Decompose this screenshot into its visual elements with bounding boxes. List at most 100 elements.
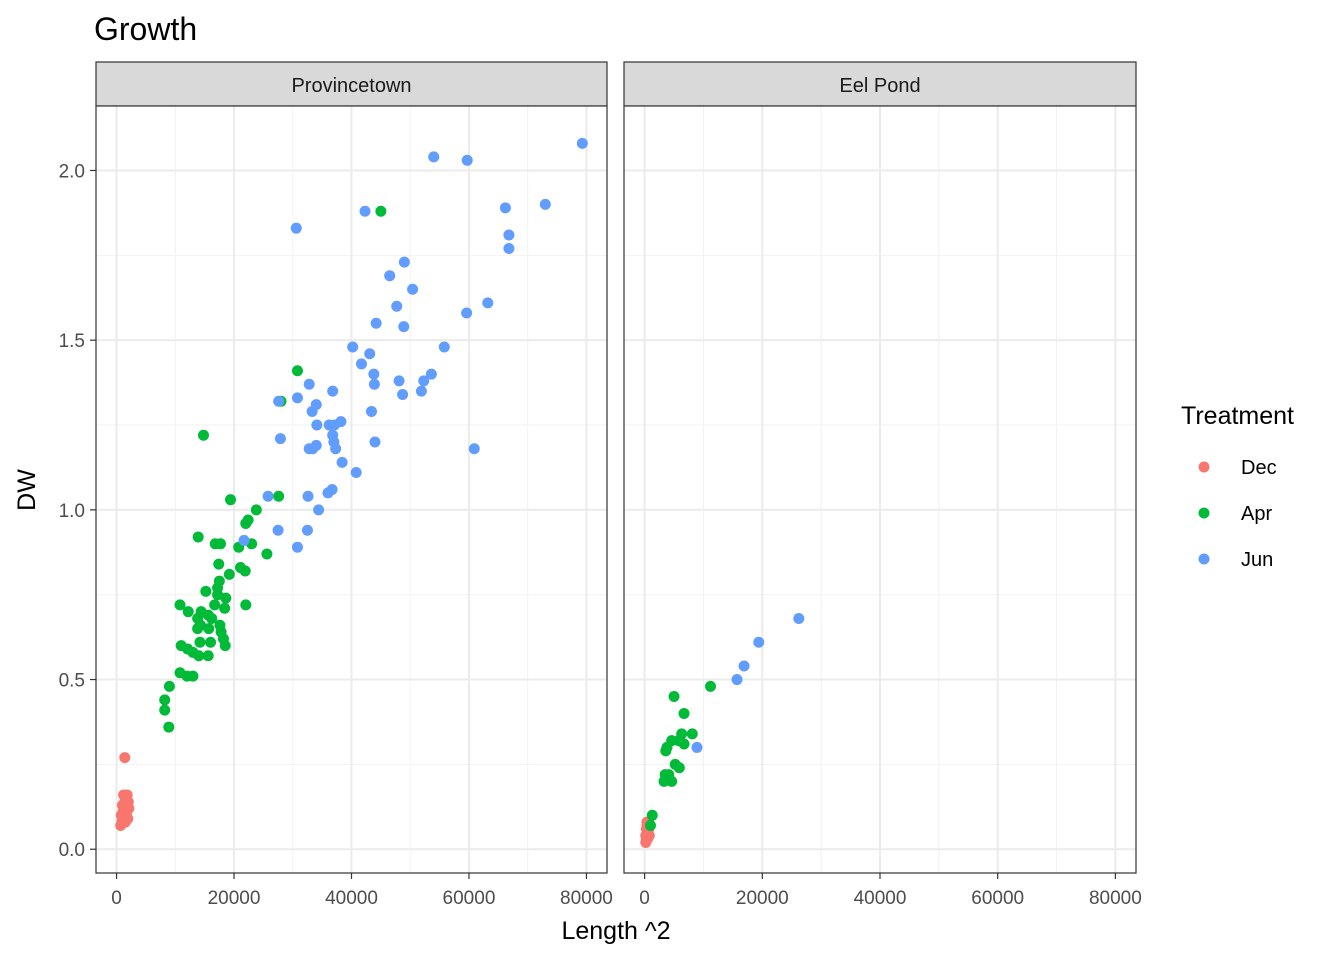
data-point-apr <box>159 704 171 716</box>
data-point-apr <box>215 538 227 550</box>
data-point-apr <box>240 599 252 611</box>
data-point-jun <box>238 534 250 546</box>
points-provincetown <box>115 137 588 831</box>
x-tick-label: 0 <box>111 888 122 909</box>
data-point-jun <box>397 388 409 400</box>
data-point-jun <box>368 378 380 390</box>
legend-item-jun: Jun <box>1198 549 1273 571</box>
data-point-apr <box>646 809 658 821</box>
data-point-apr <box>225 494 237 506</box>
data-point-apr <box>662 772 674 784</box>
data-point-apr <box>644 819 656 831</box>
data-point-jun <box>262 490 274 502</box>
data-point-apr <box>223 568 235 580</box>
data-point-jun <box>336 456 348 468</box>
data-point-jun <box>274 433 286 445</box>
data-point-apr <box>203 623 215 635</box>
data-point-jun <box>290 222 302 234</box>
x-tick-label: 40000 <box>325 888 378 909</box>
data-point-jun <box>335 416 347 428</box>
x-tick-label: 40000 <box>854 888 907 909</box>
x-tick-label: 80000 <box>1089 888 1142 909</box>
x-axis-eel-pond: 0 20000 40000 60000 80000 <box>639 873 1142 909</box>
data-point-jun <box>303 378 315 390</box>
data-point-jun <box>391 300 403 312</box>
data-point-apr <box>212 589 224 601</box>
data-point-jun <box>322 487 334 499</box>
data-point-jun <box>398 321 410 333</box>
data-point-apr <box>193 650 205 662</box>
x-tick-label: 20000 <box>208 888 261 909</box>
data-point-apr <box>163 680 175 692</box>
legend-title: Treatment <box>1181 402 1294 430</box>
x-tick-label: 80000 <box>560 888 613 909</box>
data-point-apr <box>678 738 690 750</box>
data-point-jun <box>482 297 494 309</box>
y-tick-label: 0.0 <box>59 840 85 861</box>
data-point-apr <box>192 623 204 635</box>
data-point-apr <box>194 636 206 648</box>
y-tick-label: 2.0 <box>59 161 85 182</box>
data-point-jun <box>398 256 410 268</box>
x-axis-provincetown: 0 20000 40000 60000 80000 <box>111 873 613 909</box>
data-point-jun <box>461 307 473 319</box>
data-point-jun <box>370 317 382 329</box>
data-point-apr <box>174 599 186 611</box>
data-point-jun <box>407 283 419 295</box>
chart-title: Growth <box>94 11 197 47</box>
points-eel-pond <box>640 612 805 848</box>
data-point-apr <box>197 429 209 441</box>
data-point-jun <box>793 612 805 624</box>
data-point-apr <box>206 612 218 624</box>
gridlines-eel-pond <box>624 106 1136 873</box>
data-point-jun <box>393 375 405 387</box>
data-point-jun <box>384 270 396 282</box>
data-point-apr <box>219 602 231 614</box>
y-axis: 0.0 0.5 1.0 1.5 2.0 <box>59 161 96 861</box>
data-point-apr <box>261 548 273 560</box>
y-tick-label: 1.0 <box>59 501 85 522</box>
legend-label-apr: Apr <box>1241 503 1272 525</box>
x-tick-label: 60000 <box>971 888 1024 909</box>
legend-key-apr <box>1198 507 1210 519</box>
y-axis-title: DW <box>13 469 41 511</box>
data-point-jun <box>347 341 359 353</box>
data-point-jun <box>369 436 381 448</box>
data-point-jun <box>418 375 430 387</box>
data-point-jun <box>302 490 314 502</box>
legend-key-jun <box>1198 553 1210 565</box>
data-point-apr <box>220 592 232 604</box>
data-point-apr <box>673 762 685 774</box>
data-point-jun <box>691 741 703 753</box>
strip-background-provincetown <box>95 61 608 107</box>
data-point-apr <box>686 728 698 740</box>
data-point-jun <box>365 405 377 417</box>
data-point-dec <box>121 813 133 825</box>
data-point-apr <box>187 670 199 682</box>
data-point-apr <box>219 640 231 652</box>
data-point-jun <box>313 504 325 516</box>
data-point-apr <box>668 691 680 703</box>
data-point-dec <box>119 752 131 764</box>
data-point-apr <box>192 531 204 543</box>
data-point-jun <box>576 137 588 149</box>
data-point-jun <box>301 524 313 536</box>
data-point-apr <box>239 565 251 577</box>
x-tick-label: 60000 <box>443 888 496 909</box>
data-point-apr <box>163 721 175 733</box>
y-tick-label: 0.5 <box>59 671 85 692</box>
data-point-apr <box>705 680 717 692</box>
data-point-apr <box>159 694 171 706</box>
data-point-jun <box>368 368 380 380</box>
legend-item-dec: Dec <box>1198 457 1277 479</box>
data-point-jun <box>327 385 339 397</box>
data-point-jun <box>272 524 284 536</box>
strip-label-provincetown: Provincetown <box>291 75 411 97</box>
data-point-jun <box>311 419 323 431</box>
data-point-apr <box>182 606 194 618</box>
data-point-apr <box>205 636 217 648</box>
data-point-jun <box>468 443 480 455</box>
data-point-jun <box>306 405 318 417</box>
gridlines-provincetown <box>96 106 607 873</box>
data-point-apr <box>273 490 285 502</box>
